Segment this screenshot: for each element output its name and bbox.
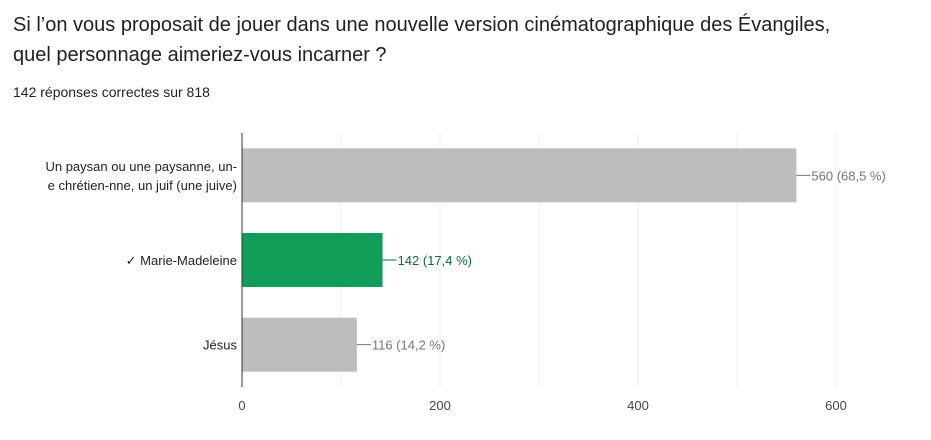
bar <box>242 317 357 372</box>
response-summary: 142 réponses correctes sur 818 <box>13 84 210 100</box>
x-tick-label: 200 <box>429 398 451 413</box>
x-axis-ticks: 0 200 400 600 <box>238 398 846 413</box>
x-tick-label: 0 <box>238 398 245 413</box>
x-tick-label: 400 <box>627 398 649 413</box>
value-label: 116 (14,2 %) <box>372 338 445 353</box>
category-label: e chrétien-nne, un juif (une juive) <box>48 178 237 193</box>
question-title: Si l’on vous proposait de jouer dans une… <box>13 14 831 66</box>
x-tick-label: 600 <box>825 398 847 413</box>
bars: 560 (68,5 %) 142 (17,4 %) 116 (14,2 %) <box>242 148 886 372</box>
value-label: 142 (17,4 %) <box>398 253 472 268</box>
category-label: Un paysan ou une paysanne, un- <box>45 159 237 174</box>
category-labels: Un paysan ou une paysanne, un-e chrétien… <box>45 159 237 353</box>
category-label: ✓ Marie-Madeleine <box>126 253 237 268</box>
value-label: 560 (68,5 %) <box>811 168 885 183</box>
bar-correct <box>242 233 383 287</box>
bar <box>242 148 797 203</box>
category-label: Jésus <box>203 338 237 353</box>
